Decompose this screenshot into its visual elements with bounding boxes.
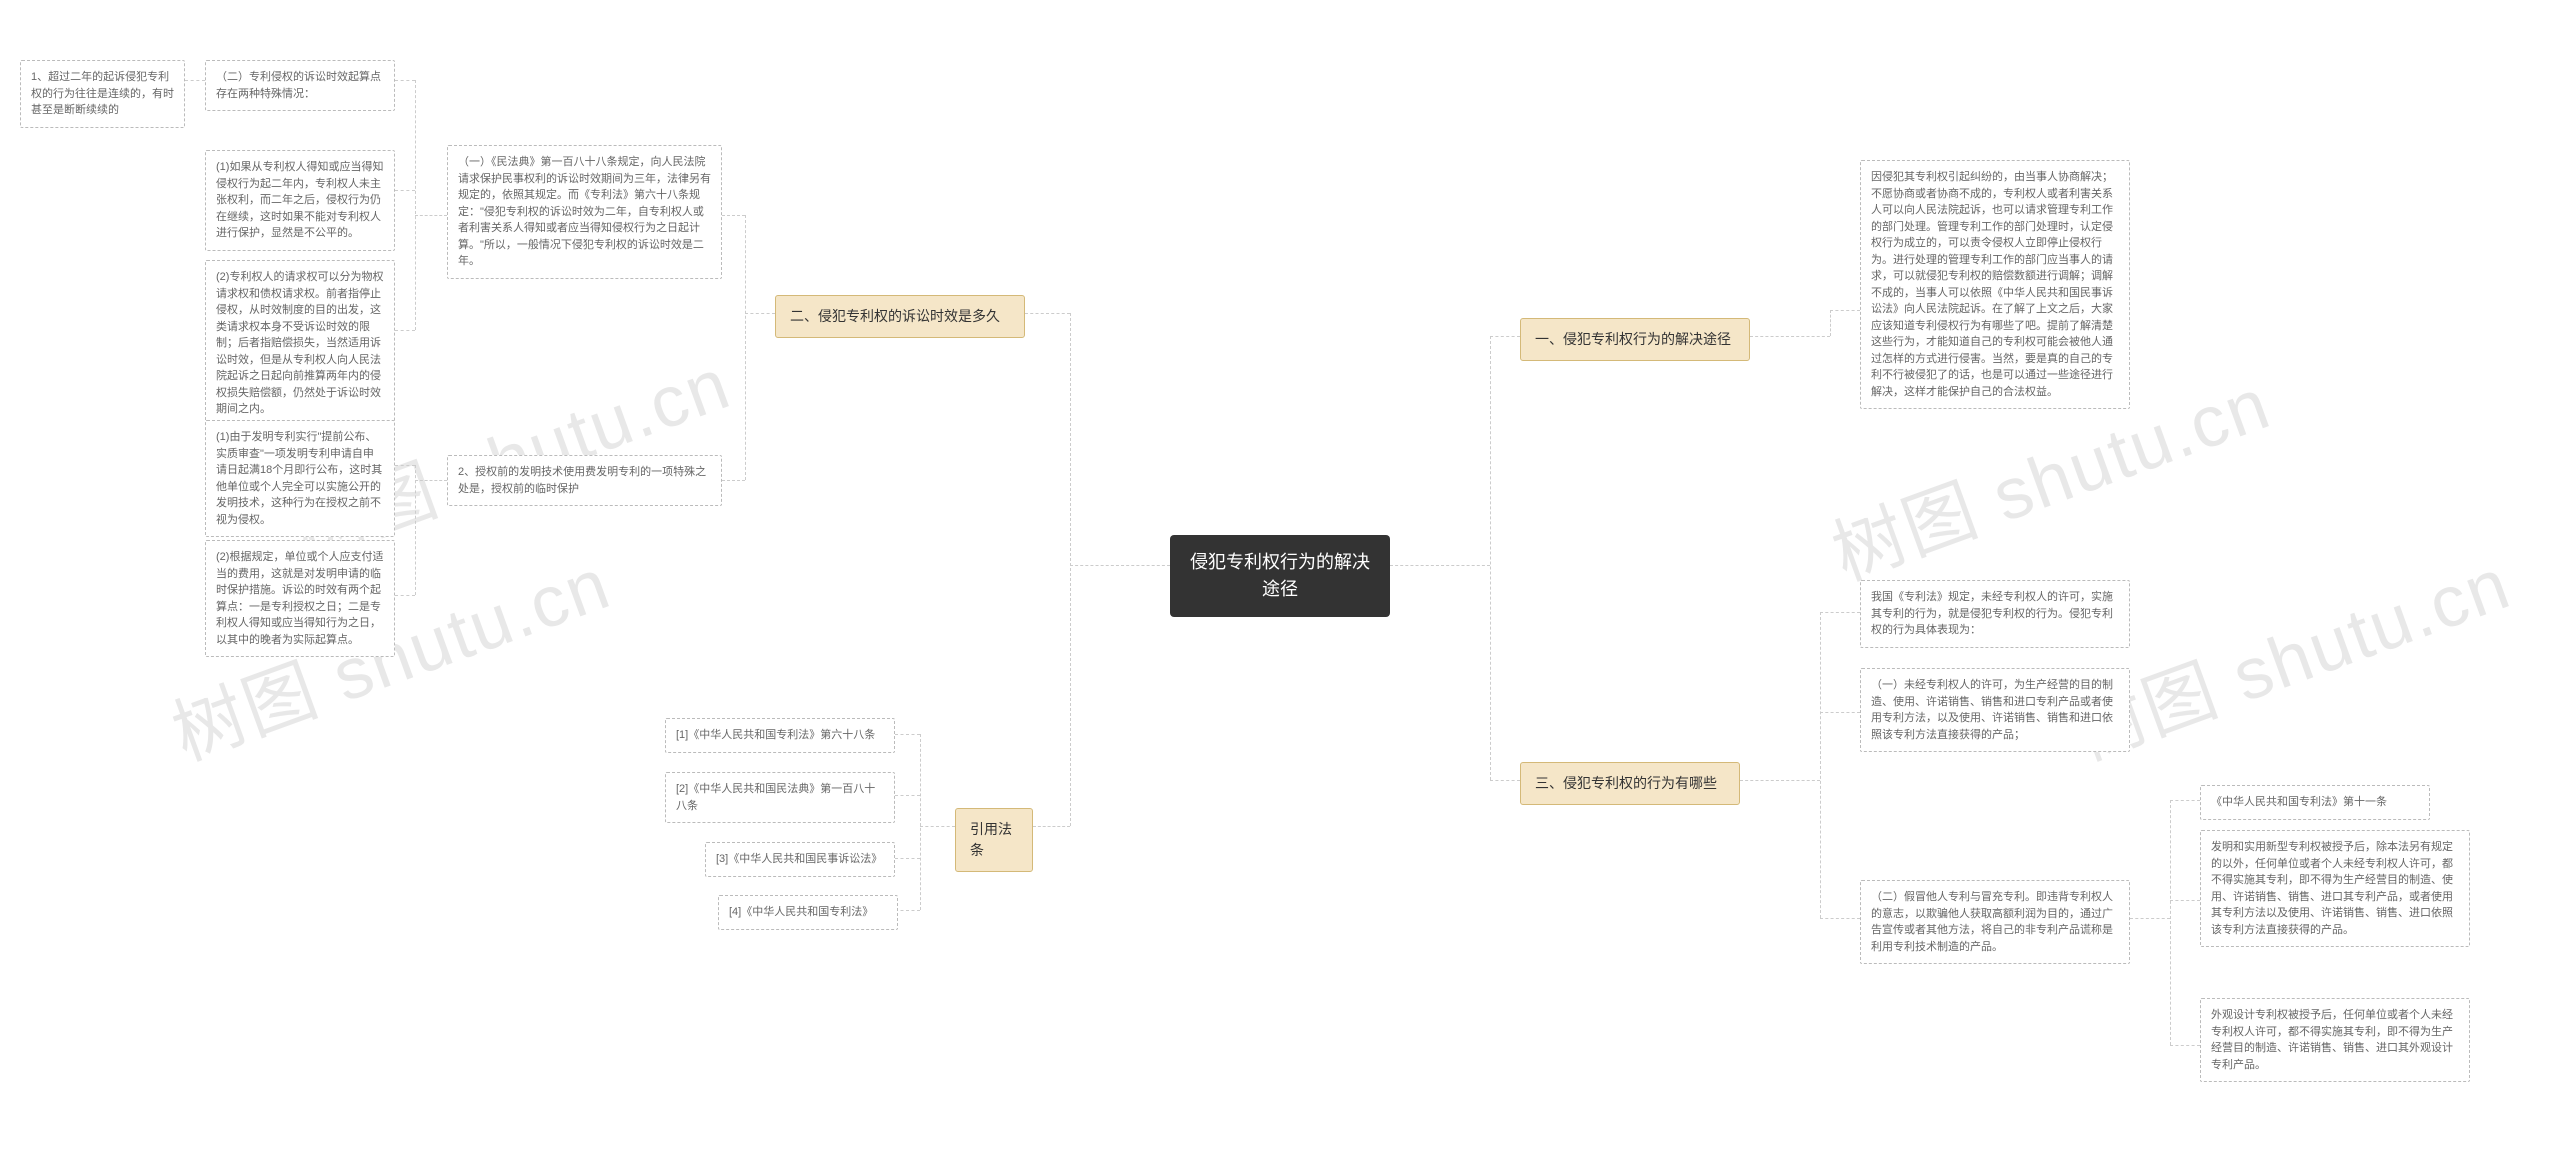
mindmap-root: 侵犯专利权行为的解决途径 <box>1170 535 1390 617</box>
branch-three: 三、侵犯专利权的行为有哪些 <box>1520 762 1740 805</box>
leaf: 因侵犯其专利权引起纠纷的，由当事人协商解决；不愿协商或者协商不成的，专利权人或者… <box>1860 160 2130 409</box>
leaf: 外观设计专利权被授予后，任何单位或者个人未经专利权人许可，都不得实施其专利，即不… <box>2200 998 2470 1082</box>
leaf: 1、超过二年的起诉侵犯专利权的行为往往是连续的，有时甚至是断断续续的 <box>20 60 185 128</box>
leaf: [2]《中华人民共和国民法典》第一百八十八条 <box>665 772 895 823</box>
leaf: 2、授权前的发明技术使用费发明专利的一项特殊之处是，授权前的临时保护 <box>447 455 722 506</box>
leaf: （二）专利侵权的诉讼时效起算点存在两种特殊情况： <box>205 60 395 111</box>
branch-citations: 引用法条 <box>955 808 1033 872</box>
leaf: 发明和实用新型专利权被授予后，除本法另有规定的以外，任何单位或者个人未经专利权人… <box>2200 830 2470 947</box>
branch-one: 一、侵犯专利权行为的解决途径 <box>1520 318 1750 361</box>
leaf: (2)根据规定，单位或个人应支付适当的费用，这就是对发明申请的临时保护措施。诉讼… <box>205 540 395 657</box>
leaf: （二）假冒他人专利与冒充专利。即违背专利权人的意志，以欺骗他人获取高额利润为目的… <box>1860 880 2130 964</box>
leaf: 《中华人民共和国专利法》第十一条 <box>2200 785 2430 820</box>
leaf: (1)由于发明专利实行"提前公布、实质审查"一项发明专利申请自申请日起满18个月… <box>205 420 395 537</box>
leaf: (1)如果从专利权人得知或应当得知侵权行为起二年内，专利权人未主张权利，而二年之… <box>205 150 395 251</box>
branch-two: 二、侵犯专利权的诉讼时效是多久 <box>775 295 1025 338</box>
leaf: (2)专利权人的请求权可以分为物权请求权和债权请求权。前者指停止侵权，从时效制度… <box>205 260 395 427</box>
leaf: 我国《专利法》规定，未经专利权人的许可，实施其专利的行为，就是侵犯专利权的行为。… <box>1860 580 2130 648</box>
leaf: （一）未经专利权人的许可，为生产经营的目的制造、使用、许诺销售、销售和进口专利产… <box>1860 668 2130 752</box>
leaf: [3]《中华人民共和国民事诉讼法》 <box>705 842 895 877</box>
leaf: （一）《民法典》第一百八十八条规定，向人民法院请求保护民事权利的诉讼时效期间为三… <box>447 145 722 279</box>
leaf: [4]《中华人民共和国专利法》 <box>718 895 898 930</box>
leaf: [1]《中华人民共和国专利法》第六十八条 <box>665 718 895 753</box>
